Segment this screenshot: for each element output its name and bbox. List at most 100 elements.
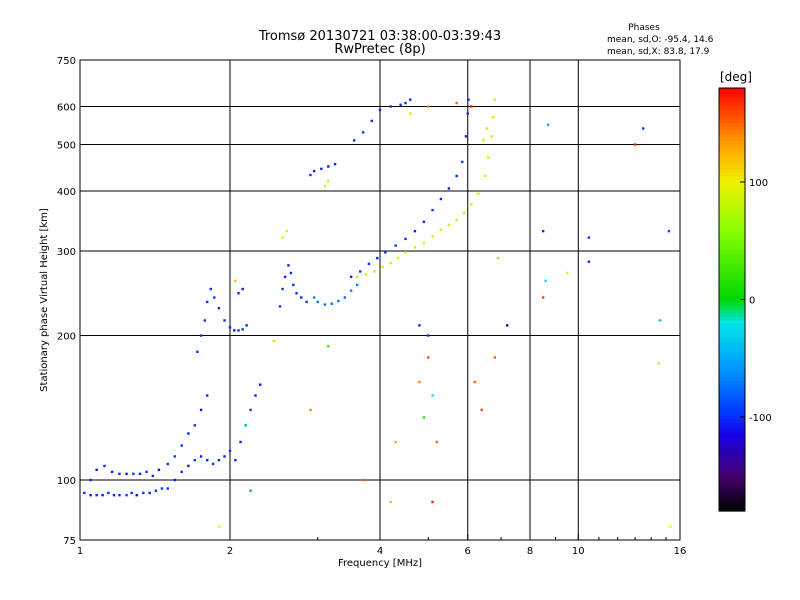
- data-point-series-0: [223, 455, 226, 458]
- data-point-series-1: [381, 265, 384, 269]
- colorbar-segment: [719, 341, 745, 346]
- phase-stats-heading: Phases: [628, 23, 660, 33]
- colorbar-segment: [719, 183, 745, 188]
- data-point-series-0: [541, 229, 545, 233]
- colorbar-segment: [719, 172, 745, 177]
- colorbar-segment: [719, 475, 745, 480]
- data-point-series-0: [166, 487, 169, 490]
- data-point-series-0: [187, 432, 190, 435]
- data-point-series-0: [378, 108, 382, 112]
- colorbar-segment: [719, 306, 745, 311]
- data-point-series-0: [89, 478, 92, 482]
- data-point-series-1: [483, 174, 487, 178]
- colorbar-segment: [719, 239, 745, 244]
- colorbar-segment: [719, 95, 745, 100]
- data-point-series-0: [466, 112, 469, 115]
- data-point-series-0: [358, 270, 362, 273]
- colorbar-segment: [719, 331, 745, 336]
- data-point-series-0: [205, 458, 209, 462]
- colorbar-segment: [719, 507, 745, 512]
- data-point-series-2: [546, 123, 550, 126]
- data-point-series-0: [409, 98, 412, 101]
- data-point-series-0: [439, 197, 443, 201]
- data-point-series-1: [404, 251, 407, 254]
- colorbar-segment: [719, 433, 745, 438]
- data-point-series-0: [203, 319, 206, 322]
- colorbar-segment: [719, 133, 745, 138]
- phase-stats-o-mode: mean, sd,O: -95.4, 14.6: [607, 35, 714, 45]
- colorbar-segment: [719, 197, 745, 202]
- colorbar-segment: [719, 112, 745, 117]
- data-point-series-2: [431, 500, 434, 504]
- data-point-series-0: [300, 296, 303, 299]
- colorbar-segment: [719, 214, 745, 220]
- data-point-series-0: [239, 440, 242, 444]
- y-tick-label: 600: [57, 103, 76, 114]
- colorbar-segment: [719, 126, 745, 131]
- colorbar-segment: [719, 295, 745, 301]
- colorbar-segment: [719, 412, 745, 417]
- data-point-series-0: [422, 220, 426, 224]
- data-point-series-0: [394, 244, 397, 247]
- colorbar-segment: [719, 229, 745, 234]
- data-point-series-2: [427, 356, 430, 359]
- x-tick-label: 10: [572, 546, 585, 557]
- colorbar-segment: [719, 387, 745, 392]
- colorbar-label: [deg]: [720, 70, 752, 84]
- colorbar-segment: [719, 250, 745, 255]
- colorbar-segment: [719, 281, 745, 286]
- colorbar: 100 0 -100: [718, 87, 772, 512]
- data-point-series-1: [455, 218, 458, 222]
- colorbar-segment: [719, 472, 745, 477]
- data-point-series-1: [389, 261, 392, 265]
- colorbar-segment: [719, 232, 745, 237]
- colorbar-segment: [719, 394, 745, 399]
- data-point-series-0: [249, 408, 252, 412]
- data-point-series-1: [413, 246, 417, 249]
- colorbar-segment: [719, 207, 745, 212]
- colorbar-segment: [719, 137, 745, 142]
- data-point-series-2: [249, 489, 252, 492]
- data-point-series-0: [309, 173, 312, 177]
- data-point-series-1: [396, 256, 400, 260]
- data-point-series-0: [132, 472, 135, 476]
- colorbar-segment: [719, 454, 745, 459]
- colorbar-segment: [719, 190, 745, 195]
- data-point-series-1: [323, 184, 327, 188]
- colorbar-segment: [719, 151, 745, 156]
- data-point-series-0: [107, 491, 110, 495]
- colorbar-segment: [719, 243, 745, 248]
- colorbar-segment: [719, 352, 745, 357]
- data-point-series-0: [399, 103, 402, 106]
- colorbar-segment: [719, 440, 745, 445]
- data-point-series-0: [245, 324, 248, 327]
- data-point-series-0: [180, 470, 183, 474]
- data-point-series-1: [285, 229, 288, 233]
- colorbar-segment: [719, 419, 745, 424]
- data-point-series-1: [482, 139, 485, 142]
- colorbar-segment: [719, 391, 745, 396]
- colorbar-segment: [719, 91, 745, 96]
- colorbar-segment: [719, 377, 745, 382]
- colorbar-segment: [719, 278, 745, 283]
- data-point-series-1: [447, 223, 451, 227]
- data-point-series-0: [461, 160, 464, 164]
- colorbar-segment: [719, 162, 745, 167]
- data-point-series-2: [394, 440, 397, 444]
- chart-subtitle: RwPretec (8p): [334, 42, 425, 57]
- colorbar-segment: [719, 267, 745, 272]
- data-point-series-0: [173, 478, 177, 482]
- data-point-series-0: [173, 455, 177, 458]
- colorbar-segment: [719, 479, 745, 484]
- colorbar-segment: [719, 186, 745, 191]
- colorbar-segment: [719, 334, 745, 339]
- data-point-series-2: [309, 408, 312, 412]
- colorbar-segment: [719, 320, 745, 325]
- data-point-series-0: [343, 296, 347, 299]
- colorbar-segment: [719, 408, 745, 413]
- colorbar-tick-label: 100: [749, 178, 768, 189]
- data-point-series-0: [283, 275, 287, 279]
- data-point-series-0: [467, 98, 470, 101]
- colorbar-segment: [719, 285, 745, 290]
- data-point-series-0: [118, 493, 121, 497]
